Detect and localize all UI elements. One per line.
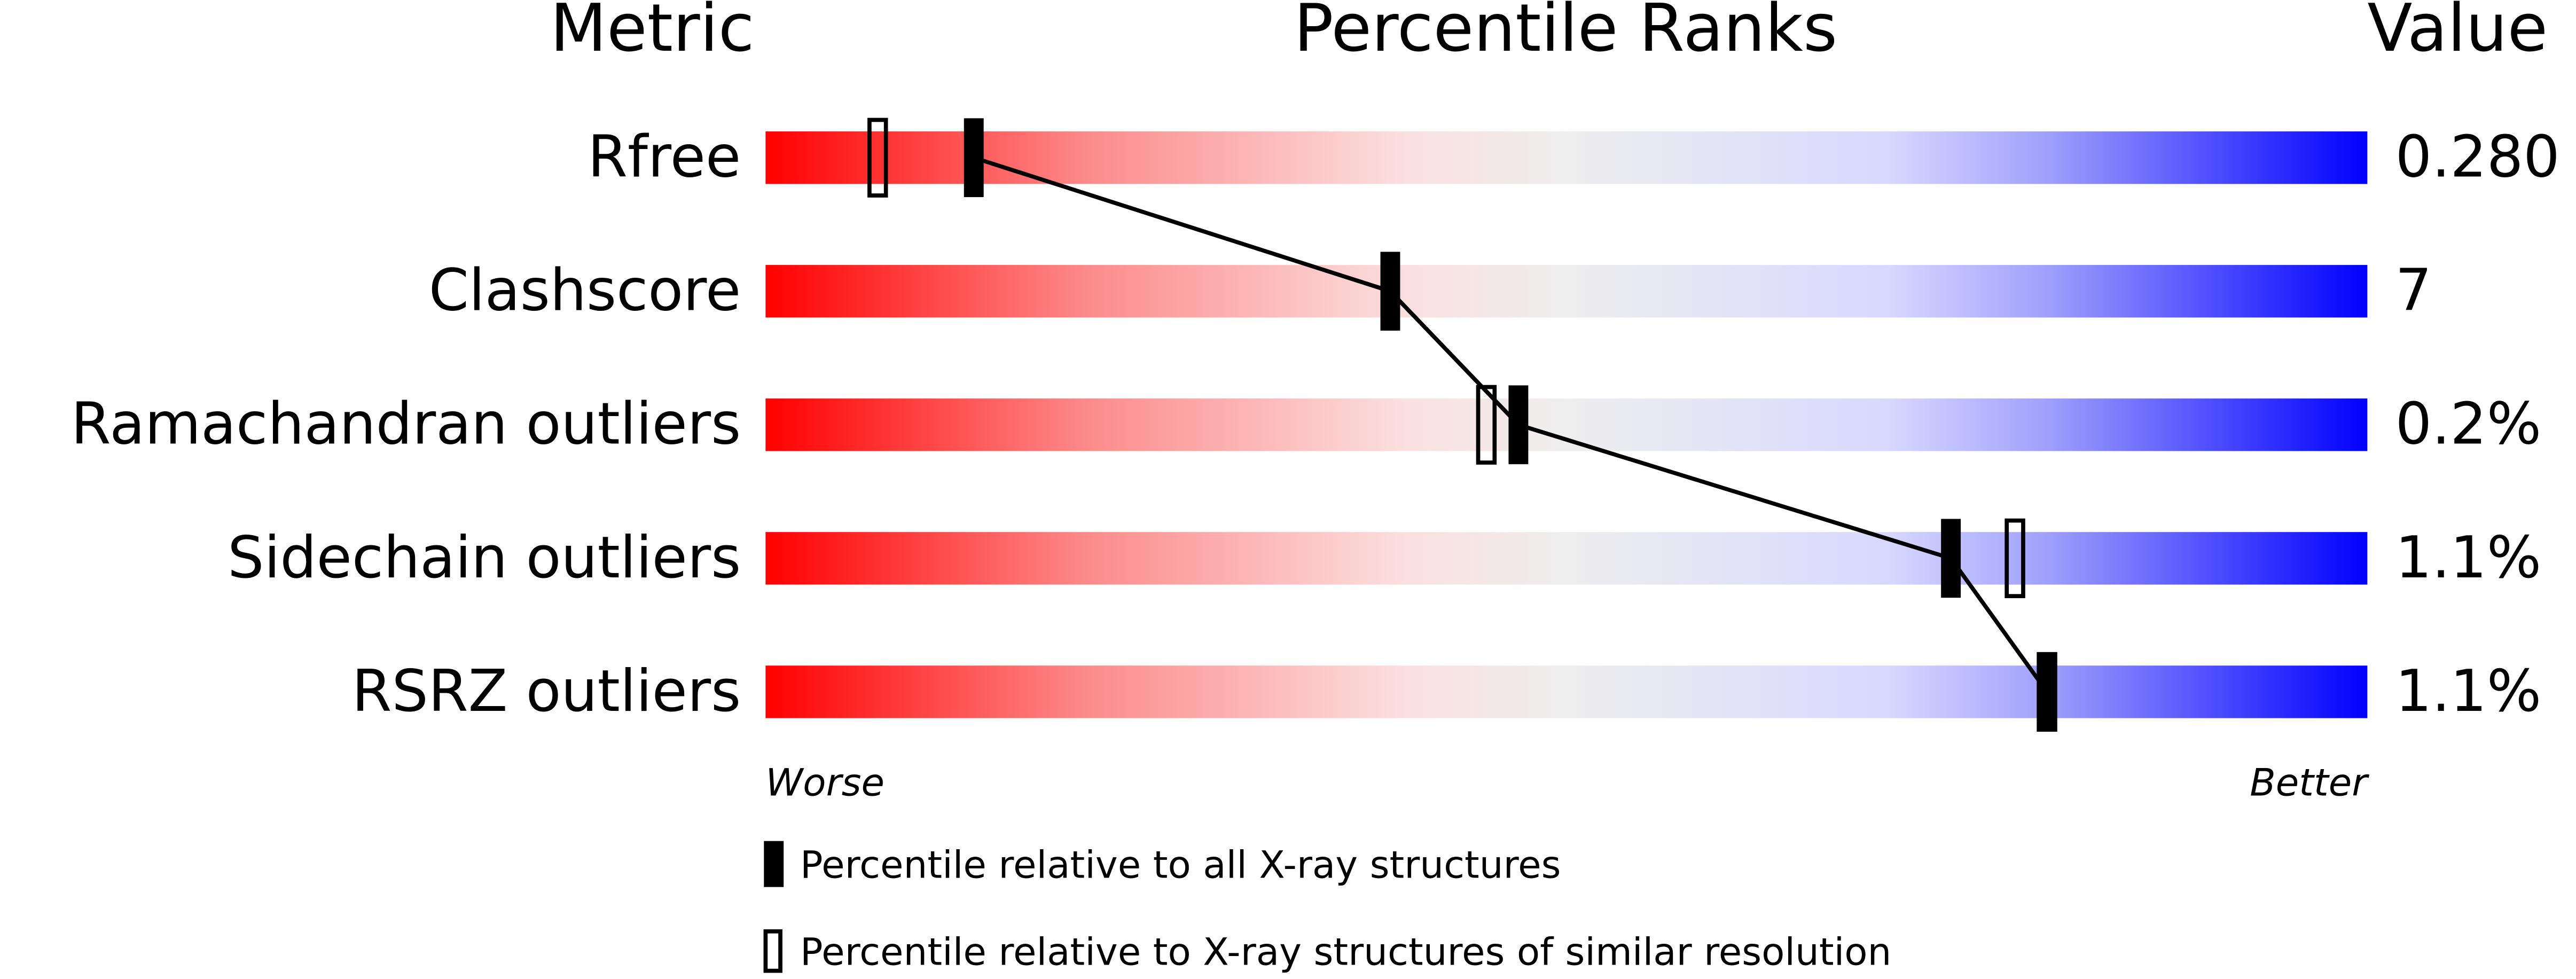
value-header: Value	[2367, 0, 2548, 67]
percentile-bar	[765, 265, 2368, 318]
metric-value: 1.1%	[2395, 658, 2541, 725]
all-marker	[1941, 519, 1961, 598]
legend-label: Percentile relative to X-ray structures …	[800, 929, 1891, 974]
percentile-bar	[765, 665, 2368, 718]
metric-header: Metric	[550, 0, 754, 67]
legend-swatch	[763, 929, 782, 973]
percentile-bar	[765, 398, 2368, 451]
percentile-bar	[765, 532, 2368, 585]
metric-label: RSRZ outliers	[352, 658, 741, 725]
metric-label: Clashscore	[429, 257, 741, 324]
better-label: Better	[2250, 761, 2369, 805]
legend-swatch	[764, 841, 784, 887]
metric-value: 0.2%	[2395, 391, 2541, 458]
metric-value: 0.280	[2395, 124, 2560, 191]
worse-label: Worse	[765, 761, 884, 805]
metric-value: 7	[2395, 257, 2432, 324]
metric-label: Rfree	[588, 124, 741, 191]
legend-label: Percentile relative to all X-ray structu…	[800, 842, 1561, 887]
all-marker	[964, 118, 984, 198]
similar-marker	[867, 118, 888, 198]
similar-marker	[2005, 518, 2025, 598]
metric-value: 1.1%	[2395, 524, 2541, 591]
metric-label: Sidechain outliers	[228, 524, 741, 591]
chart-title: Percentile Ranks	[1294, 0, 1838, 67]
similar-marker	[2037, 652, 2057, 732]
percentile-bar	[765, 131, 2368, 184]
metric-label: Ramachandran outliers	[71, 391, 741, 458]
all-marker	[1508, 385, 1529, 465]
similar-marker	[1476, 385, 1497, 465]
all-marker	[1380, 252, 1400, 331]
